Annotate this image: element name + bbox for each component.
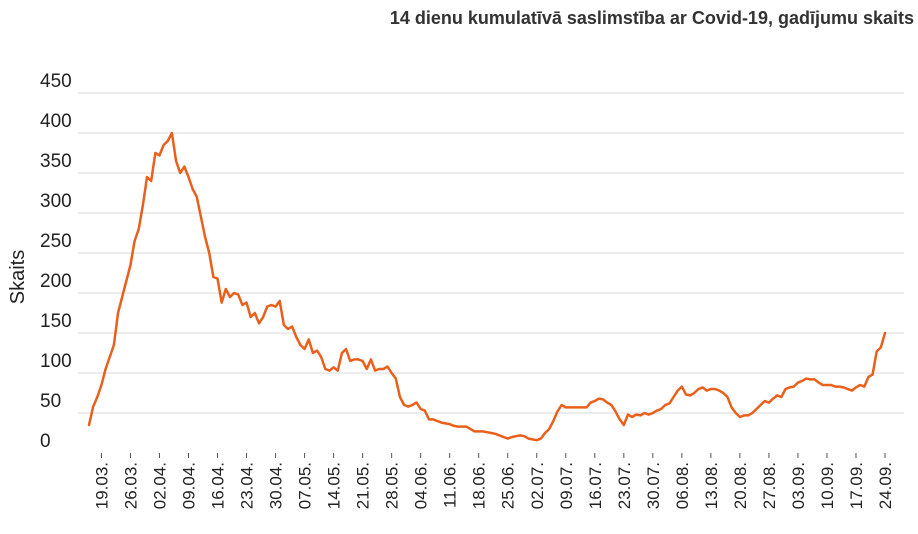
x-tick-label: 03.09. (789, 462, 808, 509)
x-tick-label: 24.09. (876, 462, 895, 509)
x-tick-label: 02.04. (150, 462, 169, 509)
x-tick-label: 17.09. (847, 462, 866, 509)
gridlines (78, 92, 904, 414)
y-tick-label: 350 (40, 151, 72, 172)
x-tick-label: 30.04. (267, 462, 286, 509)
x-tick-label: 16.04. (209, 462, 228, 509)
x-axis-ticks: 19.03. 26.03. 02.04. 09.04. 16.04. 23.04. 30.0… (92, 453, 895, 509)
y-tick-label: 300 (40, 191, 72, 212)
x-tick-label: 09.07. (557, 462, 576, 509)
x-tick-label: 23.04. (238, 462, 257, 509)
y-tick-label: 400 (40, 111, 72, 132)
y-axis-ticks: 0 50 100 150 200 250 300 350 400 450 (40, 71, 72, 452)
x-tick-label: 07.05. (296, 462, 315, 509)
x-tick-label: 10.09. (818, 462, 837, 509)
x-tick-label: 14.05. (325, 462, 344, 509)
x-tick-label: 04.06. (412, 462, 431, 509)
x-tick-label: 11.06. (441, 462, 460, 508)
x-tick-label: 25.06. (499, 462, 518, 509)
x-tick-label: 16.07. (586, 462, 605, 509)
x-tick-label: 23.07. (615, 462, 634, 509)
y-tick-label: 450 (40, 71, 72, 92)
y-axis-label: Skaits (7, 250, 29, 304)
series-line (87, 131, 887, 442)
y-tick-label: 150 (40, 311, 72, 332)
x-tick-label: 13.08. (702, 462, 721, 509)
x-tick-label: 20.08. (731, 462, 750, 509)
chart-title: 14 dienu kumulatīvā saslimstība ar Covid… (389, 8, 914, 28)
x-tick-label: 28.05. (383, 462, 402, 509)
x-tick-label: 02.07. (528, 462, 547, 509)
y-tick-label: 50 (40, 391, 61, 412)
x-tick-label: 26.03. (121, 462, 140, 509)
y-tick-label: 250 (40, 231, 72, 252)
x-tick-label: 09.04. (180, 462, 199, 509)
x-tick-label: 19.03. (92, 462, 111, 509)
y-tick-label: 100 (40, 351, 72, 372)
x-tick-label: 18.06. (470, 462, 489, 509)
x-tick-label: 06.08. (673, 462, 692, 509)
y-tick-label: 0 (40, 431, 51, 452)
x-tick-label: 21.05. (354, 462, 373, 509)
x-tick-label: 27.08. (760, 462, 779, 509)
x-tick-label: 30.07. (644, 462, 663, 509)
y-tick-label: 200 (40, 271, 72, 292)
